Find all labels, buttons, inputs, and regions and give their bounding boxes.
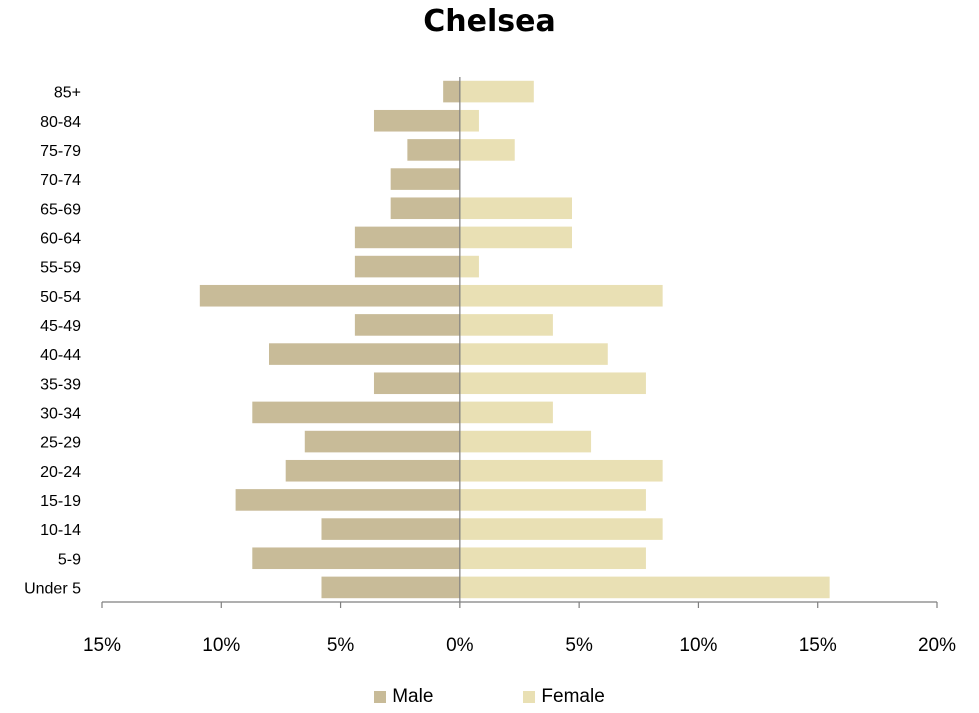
y-tick-label: 65-69 [40,201,81,218]
bar-female-50-54 [459,284,663,307]
axis-layer: 85+ 80-84 75-79 70-74 65-69 60-64 55-59 50-54 45… [24,77,956,656]
bar-female-75-79 [459,139,515,161]
y-tick-label: 85+ [54,85,81,102]
legend-item-male: Male [374,686,433,708]
bar-female-45-49 [459,314,553,336]
bar-male-65-69 [390,197,460,220]
bar-male-85plus [443,80,460,103]
bar-male-15-19 [235,489,460,511]
y-tick-label: Under 5 [24,580,81,597]
chart-title: Chelsea [423,4,556,39]
bar-female-40-44 [459,343,608,365]
x-tick-label: 10% [679,635,717,656]
y-tick-label: 70-74 [40,172,81,189]
bar-male-55-59 [354,255,460,278]
bar-male-10-14 [321,518,460,540]
legend-label-female: Female [541,686,605,707]
bar-female-20-24 [459,459,663,482]
y-tick-label: 15-19 [40,493,81,510]
bar-male-30-34 [252,401,460,424]
x-tick-label: 5% [327,635,355,656]
x-tick-label: 0% [446,635,474,656]
y-tick-label: 75-79 [40,143,81,160]
legend-label-male: Male [392,686,434,707]
bar-female-10-14 [459,518,663,540]
x-tick-label: 10% [202,635,240,656]
x-tick-label: 15% [799,635,837,656]
bar-male-5-9 [252,547,460,570]
y-tick-label: 50-54 [40,289,81,306]
y-tick-label: 35-39 [40,376,81,393]
bar-male-35-39 [373,372,460,395]
y-tick-label: 30-34 [40,405,81,422]
y-tick-label: 5-9 [58,551,81,568]
legend: Male Female [0,686,979,708]
bar-male-20-24 [285,459,460,482]
bar-female-25-29 [459,430,592,453]
x-tick-label: 20% [918,635,956,656]
legend-swatch-male [374,691,387,703]
y-tick-label: 60-64 [40,230,81,247]
y-tick-label: 25-29 [40,435,81,452]
x-tick-label: 15% [83,635,121,656]
bar-male-80-84 [373,109,460,132]
y-tick-label: 55-59 [40,260,81,277]
bar-female-35-39 [459,372,646,395]
legend-swatch-female [523,691,536,703]
bar-male-70-74 [390,168,460,190]
y-tick-label: 10-14 [40,522,81,539]
bar-male-under-5 [321,576,460,599]
bar-female-65-69 [459,197,572,220]
bar-male-50-54 [199,284,460,307]
bar-male-25-29 [304,430,460,453]
y-tick-label: 80-84 [40,114,81,131]
bar-male-45-49 [354,314,460,336]
bar-female-15-19 [459,489,646,511]
bars-layer [199,80,830,599]
bar-female-30-34 [459,401,553,424]
y-tick-label: 40-44 [40,347,81,364]
bar-male-40-44 [269,343,460,365]
x-tick-label: 5% [565,635,593,656]
legend-item-female: Female [523,686,605,708]
bar-male-75-79 [407,139,460,161]
y-tick-label: 45-49 [40,318,81,335]
bar-male-60-64 [354,226,460,249]
bar-female-85plus [459,80,534,103]
bar-female-80-84 [459,109,479,132]
bar-female-5-9 [459,547,646,570]
y-tick-label: 20-24 [40,464,81,481]
bar-female-55-59 [459,255,479,278]
bar-female-under-5 [459,576,830,599]
bar-female-60-64 [459,226,572,249]
